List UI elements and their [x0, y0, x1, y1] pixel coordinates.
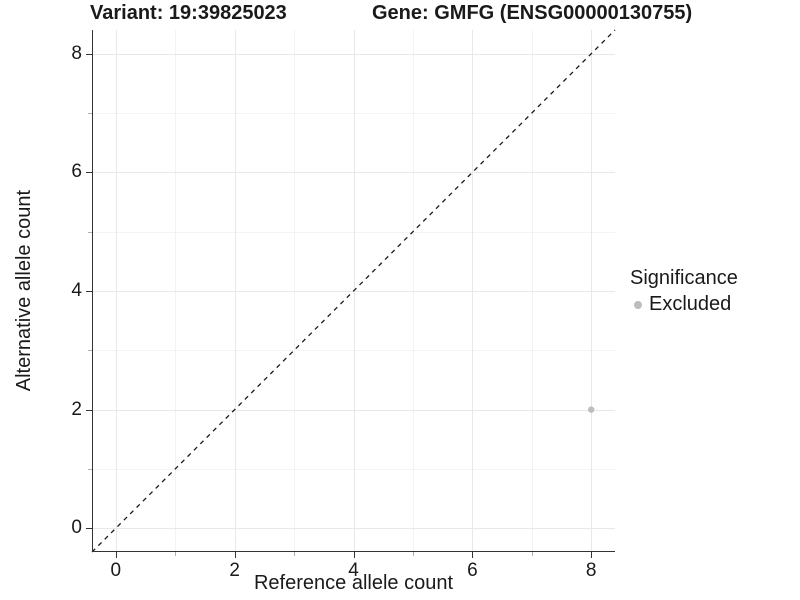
y-axis-line [92, 30, 93, 552]
plot-layer [91, 29, 616, 553]
y-axis-tick-label: 4 [71, 280, 82, 301]
y-axis-title: Alternative allele count [12, 190, 35, 392]
x-axis-tick-label: 2 [229, 560, 240, 581]
legend-title: Significance [630, 267, 738, 289]
legend-item-label: Excluded [649, 293, 732, 315]
y-axis-tick [86, 409, 92, 411]
legend-key-dot-icon [634, 300, 642, 309]
y-axis-tick [86, 53, 92, 55]
y-axis-tick-label: 6 [71, 161, 82, 183]
x-axis-line [92, 551, 615, 552]
gridline-horizontal-major [92, 172, 615, 174]
x-axis-minor-tick [175, 552, 177, 556]
x-axis-tick-label: 6 [467, 560, 478, 581]
x-axis-tick [472, 552, 474, 558]
x-axis-tick-label: 8 [585, 560, 597, 581]
data-point [588, 406, 595, 413]
x-axis-title: Reference allele count [253, 572, 453, 594]
y-axis-minor-tick [88, 113, 92, 115]
y-axis-tick-label: 2 [71, 398, 82, 420]
x-axis-minor-tick [294, 552, 296, 556]
y-axis-tick-label: 8 [71, 42, 82, 64]
x-axis-tick [234, 552, 236, 558]
y-axis-tick [86, 172, 92, 174]
title-variant: Variant: 19:39825023 [90, 2, 287, 24]
x-axis-tick [353, 552, 355, 558]
y-axis-minor-tick [88, 231, 92, 233]
identity-line [91, 29, 616, 553]
y-axis-title-wrap: Alternative allele count [8, 30, 40, 552]
plot-panel: 0 0 2 2 4 4 6 6 8 8 [71, 29, 616, 581]
x-axis-tick-label: 0 [110, 560, 122, 581]
x-axis-tick-label: 4 [348, 560, 359, 581]
y-axis-tick [86, 291, 92, 292]
y-axis-tick-label: 0 [71, 517, 82, 539]
x-axis-minor-tick [412, 552, 414, 556]
title-gene: Gene: GMFG (ENSG00000130755) [372, 2, 693, 24]
legend-item-excluded: Excluded [630, 293, 738, 316]
gridline-horizontal-major [92, 53, 615, 55]
x-axis-tick [115, 552, 117, 558]
gridline-vertical-major [591, 30, 593, 552]
x-axis-tick [591, 552, 593, 558]
y-axis-minor-tick [88, 468, 92, 470]
gridline-vertical-major [472, 30, 474, 552]
legend: Significance Excluded [630, 267, 738, 316]
y-axis-minor-tick [88, 350, 92, 352]
x-axis-minor-tick [531, 552, 533, 556]
y-axis-tick [86, 528, 92, 530]
